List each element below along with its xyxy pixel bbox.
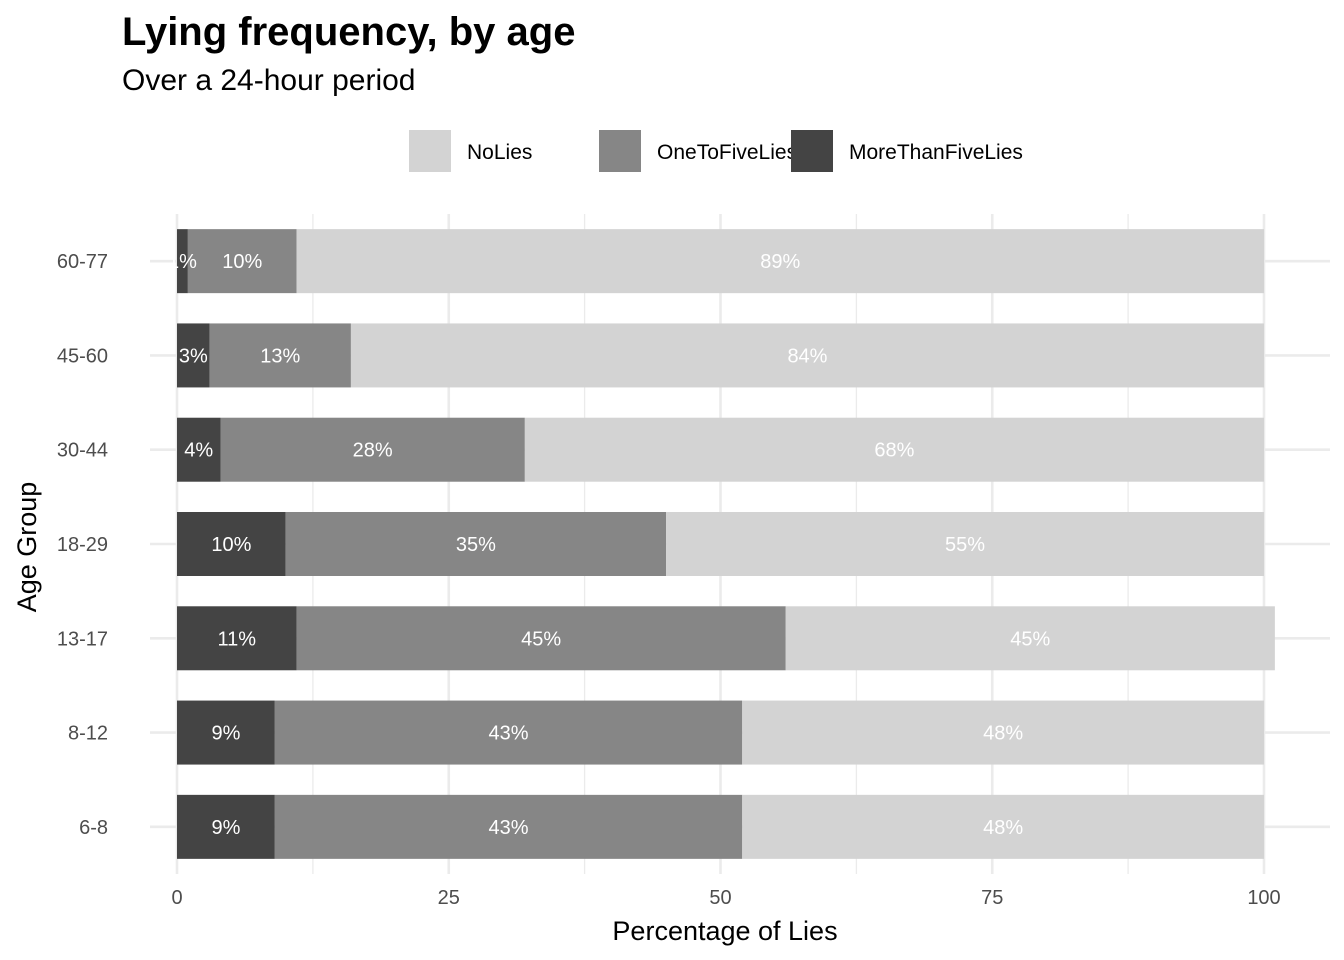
bar-MoreThanFiveLies-30-44 [177,417,221,482]
bar-labels: 9% 43% 48% 9% 43% 48% 11% 45% 45% 10% 35% 55% 4% 28% 6… [168,251,1051,839]
y-axis-title: Age Group [12,482,42,613]
bar-label-MoreThanFiveLies-6-8: 9% [211,817,240,839]
bar-label-NoLies-13-17: 45% [1010,628,1050,650]
y-tick-label: 13-17 [57,628,108,650]
bar-label-MoreThanFiveLies-8-12: 9% [211,723,240,745]
y-tick-label: 30-44 [57,440,108,462]
y-tick-label: 8-12 [68,723,108,745]
bar-label-NoLies-6-8: 48% [983,817,1023,839]
legend-key-MoreThanFiveLies [791,130,833,172]
bar-label-NoLies-8-12: 48% [983,723,1023,745]
x-tick-label: 75 [981,887,1003,909]
legend-key-NoLies [409,130,451,172]
bar-label-NoLies-18-29: 55% [945,534,985,556]
x-tick-labels: 0 25 50 75 100 [171,887,1280,909]
legend-key-OneToFiveLies [599,130,641,172]
bar-NoLies-13-17 [785,606,1275,671]
bar-MoreThanFiveLies-18-29 [177,512,286,576]
legend-label-NoLies: NoLies [467,141,532,164]
x-tick-label: 50 [709,887,731,909]
bar-label-OneToFiveLies-6-8: 43% [489,817,529,839]
bar-NoLies-8-12 [742,700,1264,765]
bar-NoLies-45-60 [350,323,1264,388]
legend-label-MoreThanFiveLies: MoreThanFiveLies [849,141,1023,164]
bar-label-OneToFiveLies-18-29: 35% [456,534,496,556]
bar-label-OneToFiveLies-60-77: 10% [222,251,262,273]
bar-label-MoreThanFiveLies-13-17: 11% [218,628,257,650]
y-tick-label: 60-77 [57,251,108,273]
y-tick-label: 45-60 [57,345,108,367]
bar-label-OneToFiveLies-45-60: 13% [260,345,300,367]
bar-MoreThanFiveLies-45-60 [177,323,210,388]
y-tick-labels: 6-8 8-12 13-17 18-29 30-44 45-60 60-77 [57,251,108,839]
legend-label-OneToFiveLies: OneToFiveLies [657,141,797,164]
bar-label-OneToFiveLies-13-17: 45% [521,628,561,650]
bar-label-NoLies-60-77: 89% [760,251,800,273]
bar-OneToFiveLies-18-29 [285,512,667,576]
bar-OneToFiveLies-8-12 [274,700,743,765]
bar-label-NoLies-45-60: 84% [787,345,827,367]
bar-NoLies-30-44 [524,417,1264,482]
y-tick-label: 18-29 [57,534,108,556]
bar-OneToFiveLies-6-8 [274,794,743,859]
bar-label-OneToFiveLies-30-44: 28% [353,440,393,462]
bar-MoreThanFiveLies-6-8 [177,794,275,859]
bar-OneToFiveLies-60-77 [187,229,297,294]
bar-label-MoreThanFiveLies-60-77: 1% [168,251,197,273]
bar-OneToFiveLies-13-17 [296,606,786,671]
bar-OneToFiveLies-45-60 [209,323,351,388]
x-tick-label: 25 [438,887,460,909]
bar-NoLies-6-8 [742,794,1264,859]
bar-label-MoreThanFiveLies-18-29: 10% [211,534,251,556]
bar-MoreThanFiveLies-60-77 [177,229,188,294]
bar-OneToFiveLies-30-44 [220,417,525,482]
bar-NoLies-18-29 [666,512,1264,576]
x-tick-label: 100 [1247,887,1280,909]
bar-MoreThanFiveLies-13-17 [177,606,297,671]
bar-label-OneToFiveLies-8-12: 43% [489,723,529,745]
bar-label-MoreThanFiveLies-45-60: 3% [179,345,208,367]
chart-title: Lying frequency, by age [122,10,576,54]
bar-label-MoreThanFiveLies-30-44: 4% [184,440,213,462]
bars [177,229,1275,859]
y-tick-label: 6-8 [79,817,108,839]
legend: NoLies OneToFiveLies MoreThanFiveLies [409,130,1023,172]
x-tick-label: 0 [171,887,182,909]
chart-subtitle: Over a 24-hour period [122,64,416,97]
bar-label-NoLies-30-44: 68% [874,440,914,462]
bar-MoreThanFiveLies-8-12 [177,700,275,765]
bar-NoLies-60-77 [296,229,1264,294]
x-axis-title: Percentage of Lies [612,916,837,946]
